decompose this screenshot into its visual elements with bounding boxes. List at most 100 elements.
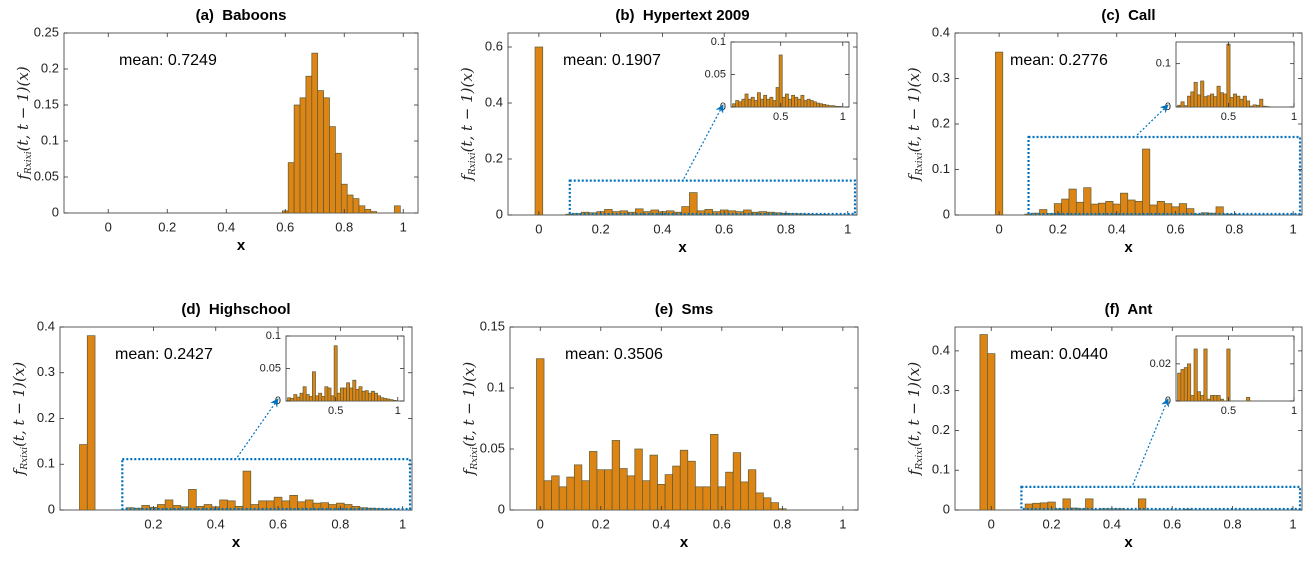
x-tick-label: 0.4 xyxy=(652,516,670,531)
bar xyxy=(1061,198,1070,215)
x-tick-label: 0.6 xyxy=(1163,516,1181,531)
bar xyxy=(744,93,749,107)
bar xyxy=(1239,98,1244,107)
bar xyxy=(664,474,674,510)
y-tick-label: 0.2 xyxy=(932,115,950,130)
x-tick-label: 0.8 xyxy=(777,221,795,236)
x-tick-label: 1 xyxy=(844,221,851,236)
bar xyxy=(305,75,313,213)
bar xyxy=(634,448,643,510)
bar xyxy=(797,98,802,107)
y-label-sub: Rxixi xyxy=(470,447,480,471)
bar xyxy=(819,103,823,107)
y-tick-label: 0.1 xyxy=(932,161,950,176)
bar xyxy=(1203,348,1208,401)
panel-title: (a) Baboons xyxy=(196,7,287,24)
y-tick-label: 0.2 xyxy=(485,150,503,165)
bar xyxy=(1142,148,1151,215)
bar xyxy=(289,495,298,510)
bar xyxy=(611,440,621,510)
y-tick-label: 0 xyxy=(943,501,950,516)
bar xyxy=(358,205,366,213)
bar xyxy=(311,52,319,213)
bar xyxy=(536,358,545,510)
x-tick-label: 0.6 xyxy=(715,221,733,236)
panel: 0 0.2 0.4 0.6 0.8 1 0 0.05 0.1 0.15 0.2 0.25 (a) Bab… xyxy=(14,7,419,254)
x-tick-label: 0.2 xyxy=(1049,221,1067,236)
bar xyxy=(1203,96,1208,107)
zoom-box xyxy=(121,458,412,511)
bar xyxy=(755,492,764,510)
bar xyxy=(287,397,292,401)
zoom-arrow xyxy=(1132,398,1170,486)
bar xyxy=(340,183,348,213)
bar xyxy=(1246,396,1251,401)
bar xyxy=(188,489,197,510)
x-tick-label: 1 xyxy=(400,219,407,234)
bar xyxy=(1083,187,1092,215)
bar xyxy=(772,100,777,107)
bar xyxy=(1196,94,1201,107)
x-tick-label: 0 xyxy=(535,221,542,236)
bar xyxy=(831,105,836,107)
x-tick-label: 0.6 xyxy=(269,516,287,531)
y-tick-label: 0 xyxy=(498,501,505,516)
bars xyxy=(1177,43,1270,107)
x-tick-label: 1 xyxy=(1291,405,1297,417)
y-label-part: (t, t − 1)(x) xyxy=(905,67,923,152)
bar xyxy=(753,100,758,107)
bar xyxy=(775,87,780,107)
bar xyxy=(987,353,996,510)
bar xyxy=(1213,96,1218,107)
y-tick-label: 0.3 xyxy=(37,364,55,379)
panel-title: (d) Highschool xyxy=(181,301,290,318)
x-tick-label: 0.4 xyxy=(653,221,671,236)
bar xyxy=(1233,93,1237,107)
x-axis-label: x xyxy=(680,534,689,551)
y-tick-label: 0.1 xyxy=(266,330,281,342)
bar xyxy=(315,395,319,401)
bar xyxy=(1085,498,1094,510)
y-tick-label: 0 xyxy=(943,206,950,221)
y-label-part: f xyxy=(905,173,923,182)
x-tick-label: 0.5 xyxy=(1221,405,1236,417)
x-tick-label: 0 xyxy=(105,219,112,234)
bar xyxy=(626,475,636,510)
y-label-sub: Rxixi xyxy=(915,447,925,471)
bar xyxy=(358,386,363,401)
bar xyxy=(1190,91,1195,107)
bar xyxy=(1200,80,1205,107)
bar xyxy=(349,387,354,401)
bar xyxy=(394,205,401,213)
x-tick-label: 0.4 xyxy=(1103,516,1121,531)
bar xyxy=(352,379,357,401)
bar xyxy=(333,345,338,401)
bar xyxy=(822,104,827,107)
bar xyxy=(242,470,252,510)
x-axis-label: x xyxy=(1124,534,1133,551)
x-tick-label: 0 xyxy=(537,516,544,531)
y-label-part: (t, t − 1)(x) xyxy=(458,67,476,152)
bar xyxy=(694,486,704,510)
bar xyxy=(374,392,378,401)
x-tick-label: 0.8 xyxy=(773,516,791,531)
bar xyxy=(305,394,310,401)
bar xyxy=(558,486,568,510)
bar xyxy=(725,471,734,510)
y-label-part: f xyxy=(458,173,476,182)
bar xyxy=(324,386,329,401)
bar xyxy=(581,480,590,510)
bar xyxy=(778,54,783,107)
y-tick-label: 0 xyxy=(496,206,503,221)
axes-frame xyxy=(730,41,850,108)
bar xyxy=(1190,395,1195,401)
bar xyxy=(312,371,316,401)
bar xyxy=(1219,92,1224,107)
bar xyxy=(371,390,375,401)
bar xyxy=(1210,93,1215,107)
x-tick-label: 0 xyxy=(988,516,995,531)
bar xyxy=(361,390,366,401)
bar xyxy=(1252,104,1257,107)
bar xyxy=(1226,43,1231,107)
